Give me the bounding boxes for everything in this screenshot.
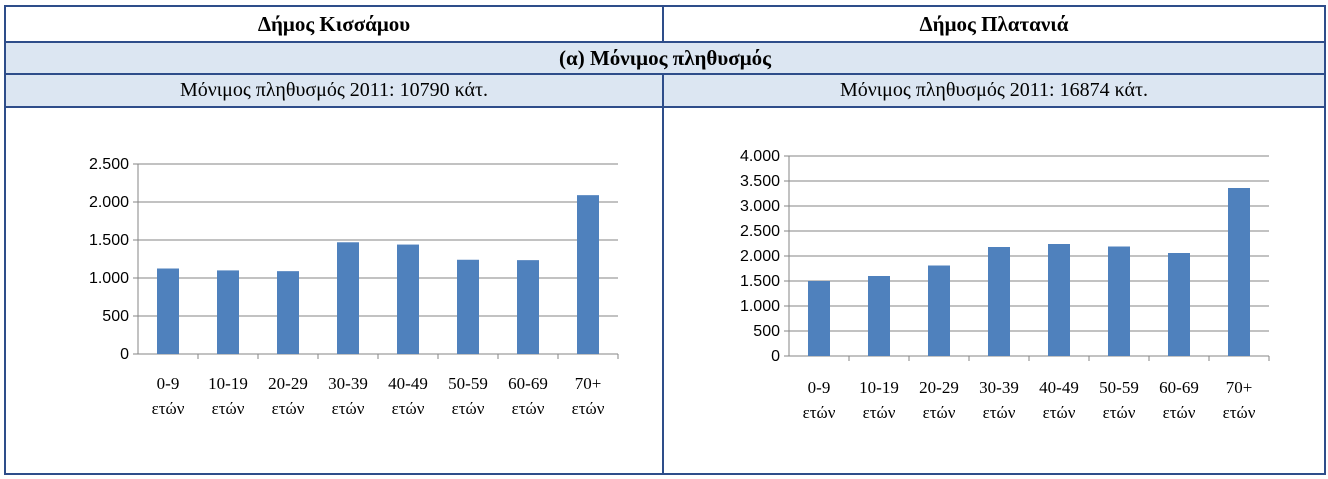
bar [397,244,419,354]
x-tick-label-unit: ετών [923,403,956,422]
bar [808,281,830,356]
bar [1108,246,1130,356]
y-tick-label: 3.500 [740,173,780,190]
chart-cell-right: 0 500 1.000 1.500 2.000 2.500 3.000 3.500 4.000 0… [662,106,1326,475]
bar [577,195,599,354]
x-tick-label-unit: ετών [572,399,605,418]
y-tick-label: 1.000 [89,270,129,287]
y-tick-label: 4.000 [740,148,780,165]
x-tick-label-unit: ετών [212,399,245,418]
y-tick-label: 3.000 [740,198,780,215]
section-title: (α) Μόνιμος πληθυσμός [4,41,1326,75]
y-tick-label: 2.000 [89,194,129,211]
x-tick-label: 50-59 [448,374,488,393]
x-tick-label: 10-19 [208,374,248,393]
x-tick-label-unit: ετών [272,399,305,418]
bar [988,247,1010,356]
subtitle-right: Μόνιμος πληθυσμός 2011: 16874 κάτ. [662,73,1326,108]
y-tick-label: 2.000 [740,248,780,265]
x-tick-label-unit: ετών [1163,403,1196,422]
bar [868,276,890,356]
x-tick-label-unit: ετών [152,399,185,418]
header-right: Δήμος Πλατανιά [662,5,1326,43]
bar [217,270,239,354]
x-tick-label: 0-9 [157,374,180,393]
chart-left: 0 500 1.000 1.500 2.000 2.500 0-9 ετών 10-19 ετών… [89,156,619,418]
bar [1168,253,1190,356]
subtitle-left: Μόνιμος πληθυσμός 2011: 10790 κάτ. [4,73,664,108]
bar [517,260,539,354]
x-tick-label: 30-39 [979,378,1019,397]
figure-table: Δήμος Κισσάμου Δήμος Πλατανιά (α) Μόνιμο… [4,5,1326,475]
x-tick-label: 50-59 [1099,378,1139,397]
x-tick-label-unit: ετών [512,399,545,418]
x-tick-label-unit: ετών [392,399,425,418]
y-tick-label: 500 [102,308,129,325]
bar [1228,188,1250,356]
x-tick-label: 70+ [575,374,602,393]
x-tick-label: 20-29 [268,374,308,393]
bar [928,265,950,356]
figure-frame: Δήμος Κισσάμου Δήμος Πλατανιά (α) Μόνιμο… [4,5,1326,475]
chart-cell-left: 0 500 1.000 1.500 2.000 2.500 0-9 ετών 10-19 ετών… [4,106,664,475]
x-tick-label: 60-69 [1159,378,1199,397]
bar [277,271,299,354]
y-tick-label: 1.500 [89,232,129,249]
bar [337,242,359,354]
x-tick-label: 60-69 [508,374,548,393]
x-tick-label-unit: ετών [803,403,836,422]
y-tick-label: 0 [771,348,780,365]
x-tick-label-unit: ετών [1103,403,1136,422]
x-tick-label-unit: ετών [983,403,1016,422]
x-tick-label: 40-49 [1039,378,1079,397]
bar [1048,244,1070,356]
y-tick-label: 0 [120,346,129,363]
chart-right: 0 500 1.000 1.500 2.000 2.500 3.000 3.500 4.000 0… [740,148,1270,422]
x-tick-label-unit: ετών [1043,403,1076,422]
x-tick-label-unit: ετών [863,403,896,422]
x-tick-label: 30-39 [328,374,368,393]
bar [157,268,179,354]
y-tick-label: 2.500 [740,223,780,240]
y-tick-label: 1.500 [740,273,780,290]
y-tick-label: 1.000 [740,298,780,315]
x-tick-label-unit: ετών [452,399,485,418]
bar [457,259,479,354]
x-tick-label: 40-49 [388,374,428,393]
x-tick-label: 20-29 [919,378,959,397]
y-tick-label: 500 [753,323,780,340]
x-tick-label-unit: ετών [1223,403,1256,422]
x-tick-label: 0-9 [808,378,831,397]
header-left: Δήμος Κισσάμου [4,5,664,43]
y-tick-label: 2.500 [89,156,129,173]
x-tick-label: 10-19 [859,378,899,397]
x-tick-label-unit: ετών [332,399,365,418]
x-tick-label: 70+ [1226,378,1253,397]
